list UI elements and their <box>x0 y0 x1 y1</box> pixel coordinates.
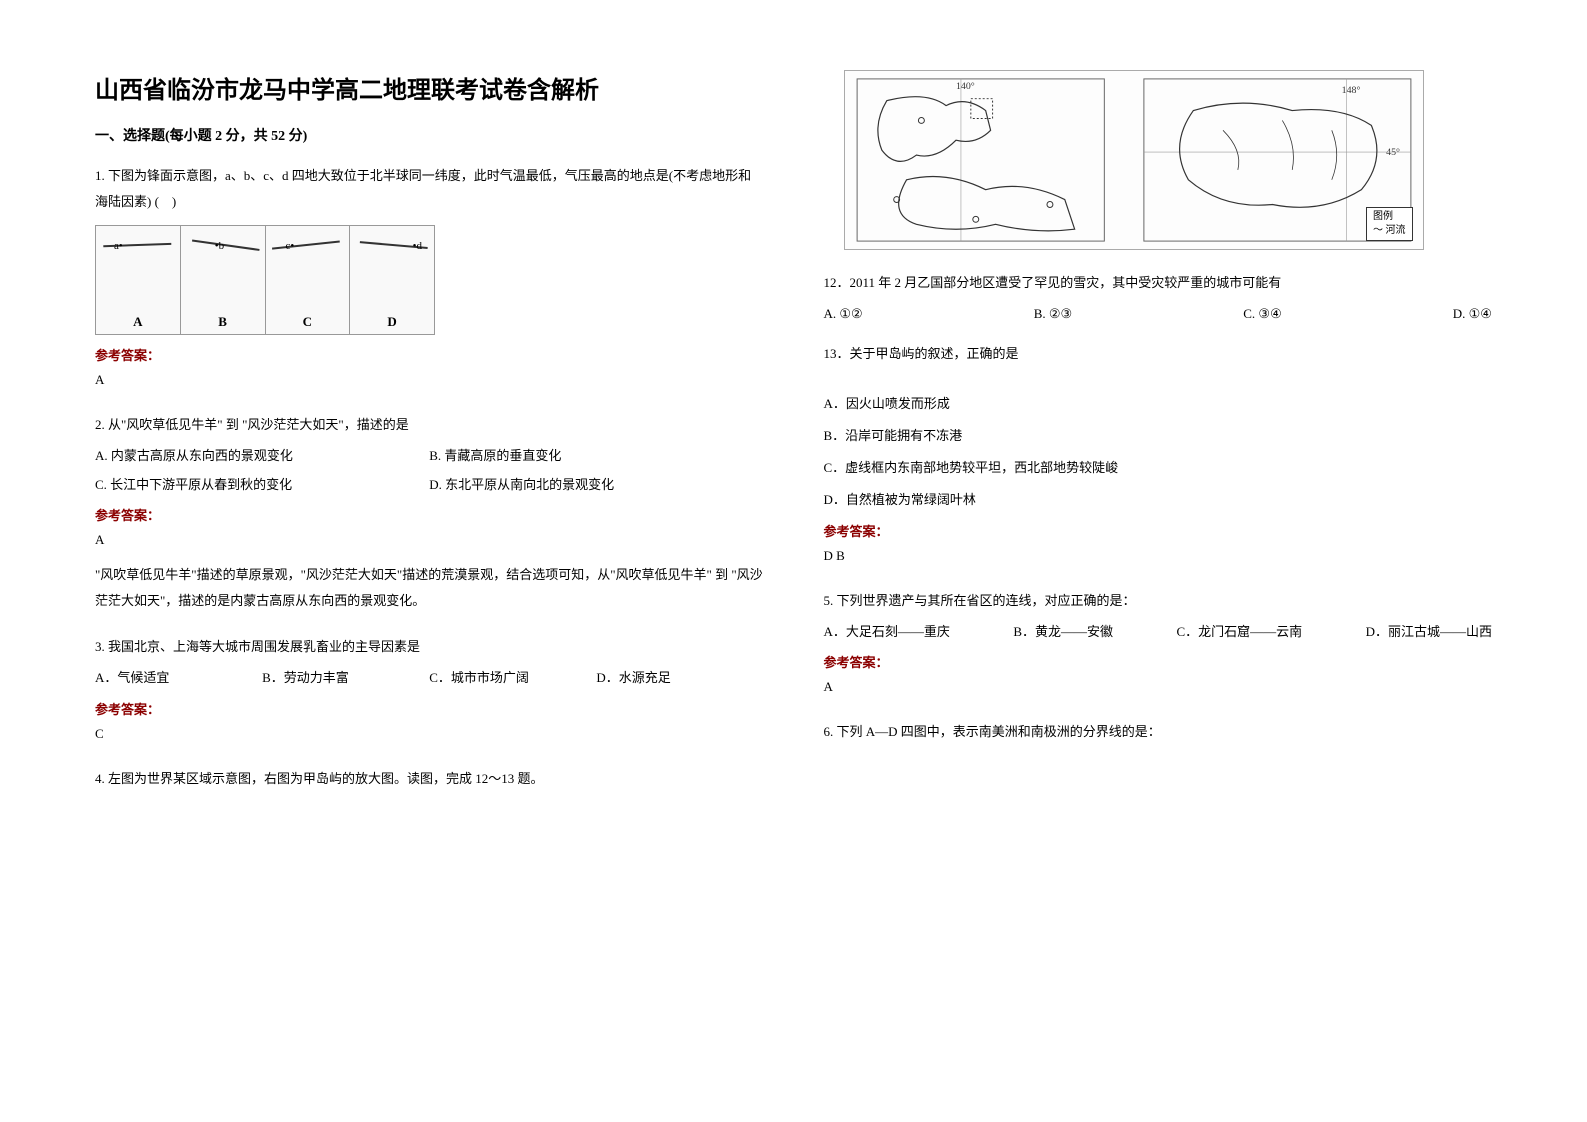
map-legend: 图例 ～ 河流 <box>1366 207 1413 241</box>
question-6-text: 6. 下列 A—D 四图中，表示南美洲和南极洲的分界线的是： <box>824 719 1493 745</box>
question-12: 12．2011 年 2 月乙国部分地区遭受了罕见的雪灾，其中受灾较严重的城市可能… <box>824 270 1493 331</box>
question-13-optionB: B．沿岸可能拥有不冻港 <box>824 423 1493 449</box>
diagram-cell-c: c• C <box>266 226 351 334</box>
question-13: 13．关于甲岛屿的叙述，正确的是 A．因火山喷发而形成 B．沿岸可能拥有不冻港 … <box>824 341 1493 578</box>
diagram-cell-d: •d D <box>350 226 434 334</box>
map-svg: 140° 148° 45° <box>845 71 1423 249</box>
answer-2: A <box>95 532 764 548</box>
question-3: 3. 我国北京、上海等大城市周围发展乳畜业的主导因素是 A．气候适宜 B．劳动力… <box>95 634 764 756</box>
question-4-text: 4. 左图为世界某区域示意图，右图为甲岛屿的放大图。读图，完成 12～13 题。 <box>95 766 764 792</box>
right-column: 140° 148° 45° 图例 ～ 河流 12．2011 年 2 月 <box>824 70 1493 1082</box>
map-diagram: 140° 148° 45° 图例 ～ 河流 <box>844 70 1424 250</box>
answer-5: A <box>824 679 1493 695</box>
question-5-options: A．大足石刻——重庆 B．黄龙——安徽 C．龙门石窟——云南 D．丽江古城——山… <box>824 620 1493 645</box>
question-13-optionD: D．自然植被为常绿阔叶林 <box>824 487 1493 513</box>
lon-148-label: 148° <box>1341 85 1360 96</box>
answer-label-3: 参考答案： <box>95 699 764 718</box>
left-column: 山西省临汾市龙马中学高二地理联考试卷含解析 一、选择题(每小题 2 分，共 52… <box>95 70 764 1082</box>
lat-45-label: 45° <box>1386 147 1400 158</box>
question-5: 5. 下列世界遗产与其所在省区的连线，对应正确的是： A．大足石刻——重庆 B．… <box>824 588 1493 710</box>
question-1-text: 1. 下图为锋面示意图，a、b、c、d 四地大致位于北半球同一纬度，此时气温最低… <box>95 163 764 215</box>
answer-label-13: 参考答案： <box>824 521 1493 540</box>
front-diagram: a• A •b B c• C •d D <box>95 225 435 335</box>
question-2-options-1: A. 内蒙古高原从东向西的景观变化 B. 青藏高原的垂直变化 <box>95 444 764 469</box>
answer-label-2: 参考答案： <box>95 505 764 524</box>
explanation-2: "风吹草低见牛羊"描述的草原景观，"风沙茫茫大如天"描述的荒漠景观，结合选项可知… <box>95 562 764 614</box>
section-1-header: 一、选择题(每小题 2 分，共 52 分) <box>95 125 764 145</box>
question-4: 4. 左图为世界某区域示意图，右图为甲岛屿的放大图。读图，完成 12～13 题。 <box>95 766 764 798</box>
exam-title: 山西省临汾市龙马中学高二地理联考试卷含解析 <box>95 70 764 105</box>
question-13-optionC: C．虚线框内东南部地势较平坦，西北部地势较陡峻 <box>824 455 1493 481</box>
question-13-text: 13．关于甲岛屿的叙述，正确的是 <box>824 341 1493 367</box>
answer-3: C <box>95 726 764 742</box>
diagram-cell-b: •b B <box>181 226 266 334</box>
question-12-options: A. ①② B. ②③ C. ③④ D. ①④ <box>824 302 1493 327</box>
answer-label-5: 参考答案： <box>824 652 1493 671</box>
question-3-options: A．气候适宜 B．劳动力丰富 C．城市市场广阔 D．水源充足 <box>95 666 764 691</box>
answer-13: D B <box>824 548 1493 564</box>
answer-1: A <box>95 372 764 388</box>
question-6: 6. 下列 A—D 四图中，表示南美洲和南极洲的分界线的是： <box>824 719 1493 751</box>
diagram-cell-a: a• A <box>96 226 181 334</box>
answer-label-1: 参考答案： <box>95 345 764 364</box>
lon-140-label: 140° <box>956 81 975 92</box>
question-13-optionA: A．因火山喷发而形成 <box>824 391 1493 417</box>
question-12-text: 12．2011 年 2 月乙国部分地区遭受了罕见的雪灾，其中受灾较严重的城市可能… <box>824 270 1493 296</box>
question-3-text: 3. 我国北京、上海等大城市周围发展乳畜业的主导因素是 <box>95 634 764 660</box>
question-1: 1. 下图为锋面示意图，a、b、c、d 四地大致位于北半球同一纬度，此时气温最低… <box>95 163 764 402</box>
question-5-text: 5. 下列世界遗产与其所在省区的连线，对应正确的是： <box>824 588 1493 614</box>
question-2-text: 2. 从"风吹草低见牛羊" 到 "风沙茫茫大如天"，描述的是 <box>95 412 764 438</box>
question-2: 2. 从"风吹草低见牛羊" 到 "风沙茫茫大如天"，描述的是 A. 内蒙古高原从… <box>95 412 764 624</box>
question-2-options-2: C. 长江中下游平原从春到秋的变化 D. 东北平原从南向北的景观变化 <box>95 473 764 498</box>
